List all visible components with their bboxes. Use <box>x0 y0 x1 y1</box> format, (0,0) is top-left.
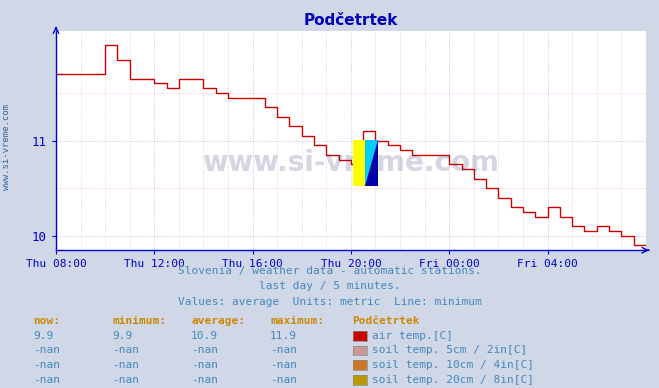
Text: -nan: -nan <box>270 345 297 355</box>
Text: 10.9: 10.9 <box>191 331 218 341</box>
Text: Slovenia / weather data - automatic stations.: Slovenia / weather data - automatic stat… <box>178 265 481 275</box>
Text: soil temp. 10cm / 4in[C]: soil temp. 10cm / 4in[C] <box>372 360 534 370</box>
Text: -nan: -nan <box>191 375 218 385</box>
Bar <box>353 140 365 186</box>
Text: www.si-vreme.com: www.si-vreme.com <box>202 149 500 177</box>
Text: average:: average: <box>191 316 245 326</box>
Text: -nan: -nan <box>270 360 297 370</box>
Text: minimum:: minimum: <box>112 316 166 326</box>
Polygon shape <box>365 140 378 186</box>
Title: Podčetrtek: Podčetrtek <box>304 14 398 28</box>
Text: -nan: -nan <box>33 375 60 385</box>
Text: 11.9: 11.9 <box>270 331 297 341</box>
Text: -nan: -nan <box>112 345 139 355</box>
Text: -nan: -nan <box>33 345 60 355</box>
Text: -nan: -nan <box>112 375 139 385</box>
Text: now:: now: <box>33 316 60 326</box>
Bar <box>365 140 378 186</box>
Text: last day / 5 minutes.: last day / 5 minutes. <box>258 281 401 291</box>
Text: soil temp. 20cm / 8in[C]: soil temp. 20cm / 8in[C] <box>372 375 534 385</box>
Text: soil temp. 5cm / 2in[C]: soil temp. 5cm / 2in[C] <box>372 345 528 355</box>
Text: -nan: -nan <box>191 345 218 355</box>
Text: -nan: -nan <box>112 360 139 370</box>
Text: 9.9: 9.9 <box>33 331 53 341</box>
Text: www.si-vreme.com: www.si-vreme.com <box>2 104 11 191</box>
Text: -nan: -nan <box>270 375 297 385</box>
Text: maximum:: maximum: <box>270 316 324 326</box>
Text: -nan: -nan <box>191 360 218 370</box>
Text: 9.9: 9.9 <box>112 331 132 341</box>
Text: air temp.[C]: air temp.[C] <box>372 331 453 341</box>
Text: -nan: -nan <box>33 360 60 370</box>
Text: Podčetrtek: Podčetrtek <box>353 316 420 326</box>
Text: Values: average  Units: metric  Line: minimum: Values: average Units: metric Line: mini… <box>178 296 481 307</box>
